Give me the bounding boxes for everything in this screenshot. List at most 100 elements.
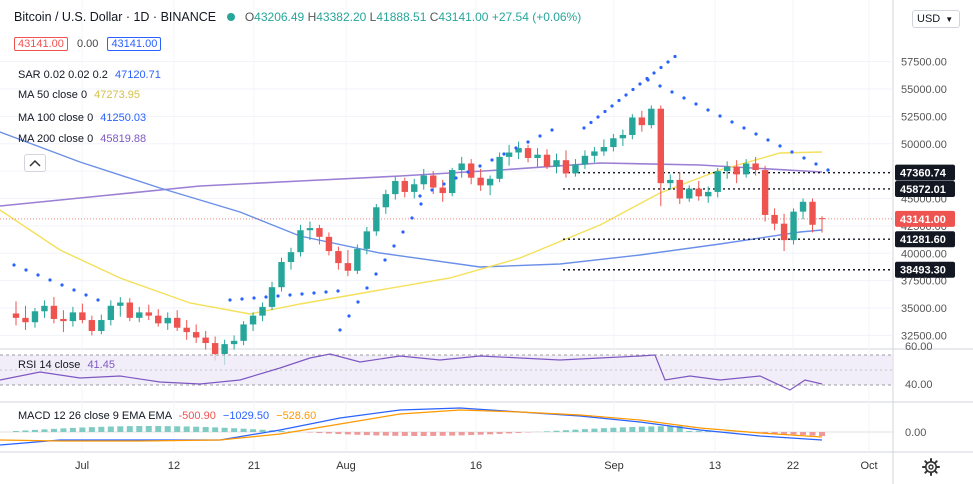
candle-body (325, 236, 333, 252)
signal-line (0, 409, 823, 442)
candle-body (799, 201, 807, 212)
caret-down-icon: ▼ (945, 15, 954, 24)
candle (723, 161, 731, 179)
ohlc-low-label: L (369, 10, 377, 24)
candle (780, 213, 788, 252)
candle-body (60, 318, 67, 322)
candle-body (543, 154, 551, 167)
candle-body (534, 154, 541, 158)
ma50-label: MA 50 close 0 (18, 89, 88, 101)
sar-dot (336, 289, 340, 293)
candle (249, 312, 257, 331)
candle (79, 303, 86, 324)
sar-dot (502, 152, 506, 156)
macd-hist-bar (401, 432, 408, 436)
candle-body (50, 305, 58, 319)
macd-hist-bar (819, 432, 825, 437)
ma100-legend[interactable]: MA 100 close 0 41250.03 (18, 111, 146, 125)
candle-body (192, 332, 200, 338)
candle-body (211, 343, 219, 354)
candle-body (467, 163, 475, 178)
sar-dot (617, 98, 621, 103)
gear-icon (922, 458, 940, 476)
buy-price-button[interactable]: 43141.00 (107, 37, 162, 51)
live-dot-icon (227, 13, 236, 21)
sar-dot (383, 258, 387, 262)
macd-hist-bar (117, 426, 124, 432)
currency-selector[interactable]: USD ▼ (912, 10, 960, 28)
macd-hist-bar (202, 427, 209, 432)
candle-body (392, 180, 399, 195)
settings-button[interactable] (920, 456, 942, 478)
rsi-value: 41.45 (87, 359, 115, 371)
sar-dot (538, 134, 542, 138)
candle-body (638, 117, 646, 126)
candle (268, 281, 276, 311)
x-tick-label: 13 (709, 460, 721, 472)
candle (448, 167, 456, 197)
macd-label: MACD 12 26 close 9 EMA EMA (18, 410, 172, 422)
macd-hist-bar (638, 426, 645, 432)
candle (192, 324, 200, 344)
x-tick-label: Jul (75, 460, 89, 472)
candle-body (648, 108, 655, 126)
macd-hist-bar (430, 432, 437, 436)
candle (591, 147, 598, 163)
sar-dot (778, 144, 782, 148)
candle (695, 180, 702, 201)
macd-hist-bar (686, 431, 693, 432)
macd-hist-bar (695, 431, 702, 432)
candle-body (439, 187, 446, 194)
candle (69, 306, 77, 327)
macd-hist-bar (88, 427, 95, 432)
candle-body (657, 108, 664, 184)
rsi-legend[interactable]: RSI 14 close 41.45 (18, 358, 115, 372)
ma50-legend[interactable]: MA 50 close 0 47273.95 (18, 88, 140, 102)
sar-dot (430, 188, 434, 192)
macd-hist-bar (439, 432, 446, 436)
last-price-text: 43141.00 (900, 214, 946, 226)
macd-hist-bar (231, 428, 238, 432)
macd-hist-bar (221, 427, 228, 432)
price-label-box (895, 261, 955, 278)
sar-dot (624, 93, 628, 97)
candle (486, 175, 494, 196)
macd-hist-bar (41, 429, 48, 432)
macd-hist-bar (155, 426, 162, 432)
sar-dot (288, 293, 292, 297)
sell-price-button[interactable]: 43141.00 (14, 37, 68, 51)
candle (60, 310, 67, 333)
macd-hist-bar (145, 426, 152, 432)
sar-dot (814, 162, 818, 166)
sar-legend[interactable]: SAR 0.02 0.02 0.2 47120.71 (18, 68, 161, 82)
candle-body (771, 214, 778, 224)
macd-hist-bar (373, 432, 380, 436)
candle-body (714, 171, 721, 192)
candle (505, 144, 513, 166)
candle-body (363, 231, 371, 249)
candle (600, 139, 608, 156)
candle (22, 305, 29, 330)
candle (686, 185, 693, 202)
symbol-title[interactable]: Bitcoin / U.S. Dollar · 1D · BINANCE (14, 10, 217, 24)
ma200-legend[interactable]: MA 200 close 0 45819.88 (18, 132, 146, 146)
candle-body (344, 263, 352, 271)
collapse-legend-button[interactable] (24, 154, 46, 172)
sar-dot (766, 138, 770, 142)
price-label-text: 47360.74 (900, 168, 947, 180)
sar-dot (478, 164, 482, 168)
macd-hist-bar (562, 430, 569, 432)
sar-dot (454, 176, 458, 180)
candle-body (581, 155, 589, 165)
candle-body (591, 151, 598, 156)
candle-body (752, 163, 759, 171)
candle-body (780, 223, 788, 241)
candle (287, 247, 295, 270)
sar-dot (589, 120, 593, 125)
macd-legend[interactable]: MACD 12 26 close 9 EMA EMA -500.90 −1029… (18, 409, 316, 423)
sar-dot (228, 298, 232, 302)
candle (534, 148, 541, 167)
macd-hist-bar (809, 432, 816, 436)
